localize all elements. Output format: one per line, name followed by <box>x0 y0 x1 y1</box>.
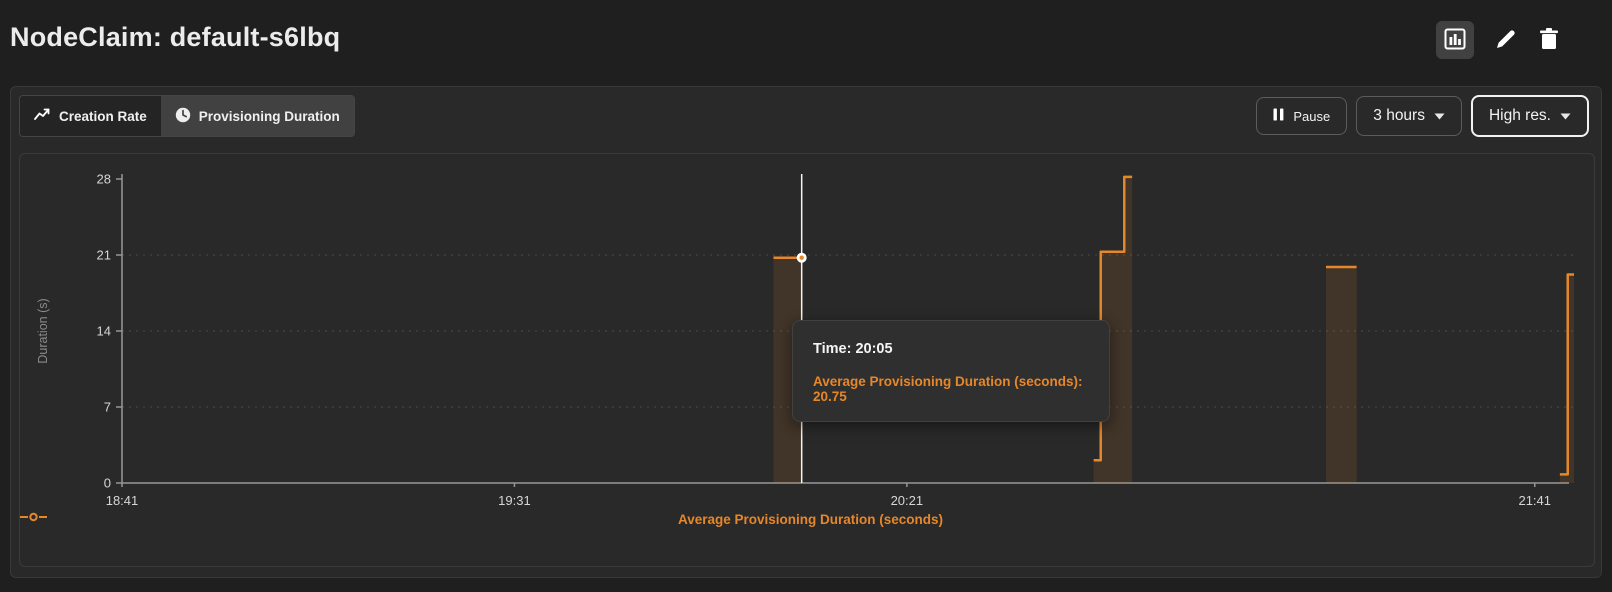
time-range-label: 3 hours <box>1373 107 1425 124</box>
chart-toolbar: Creation Rate Provisioning Duration <box>19 95 1589 137</box>
legend-label: Average Provisioning Duration (seconds) <box>677 512 944 527</box>
series-area <box>773 257 802 483</box>
tooltip-time: Time: 20:05 <box>813 341 893 357</box>
chart-view-button[interactable] <box>1436 21 1474 59</box>
x-tick-label: 19:31 <box>498 493 531 508</box>
x-tick-label: 21:41 <box>1518 493 1551 508</box>
delete-button[interactable] <box>1538 27 1560 54</box>
bar-chart-icon <box>1444 28 1466 53</box>
chart-tooltip: Time: 20:05 Average Provisioning Duratio… <box>792 320 1110 422</box>
page-header: NodeClaim: default-s6lbq <box>0 0 1612 86</box>
x-tick-label: 20:21 <box>891 493 924 508</box>
chart-legend[interactable]: Average Provisioning Duration (seconds) <box>20 512 1594 527</box>
y-tick-label: 0 <box>104 476 111 491</box>
pause-label: Pause <box>1293 108 1331 124</box>
tab-label: Creation Rate <box>59 108 147 124</box>
y-axis-title: Duration (s) <box>36 298 50 363</box>
tab-creation-rate[interactable]: Creation Rate <box>20 96 161 136</box>
tab-label: Provisioning Duration <box>198 108 340 124</box>
series-line <box>1093 175 1133 462</box>
resolution-label: High res. <box>1488 107 1551 124</box>
nodeclaim-panel: Creation Rate Provisioning Duration <box>10 86 1602 578</box>
y-tick-label: 21 <box>97 248 111 263</box>
trash-icon <box>1538 27 1560 54</box>
chevron-down-icon <box>1560 107 1571 125</box>
tooltip-value: Average Provisioning Duration (seconds):… <box>813 374 1083 404</box>
series-area <box>1559 274 1574 483</box>
metric-tab-group: Creation Rate Provisioning Duration <box>19 95 355 137</box>
page-title: NodeClaim: default-s6lbq <box>10 22 341 52</box>
header-actions <box>1436 21 1560 59</box>
pause-icon <box>1273 108 1284 124</box>
y-tick-label: 7 <box>104 400 111 415</box>
hover-marker-center <box>799 255 804 260</box>
y-tick-label: 14 <box>97 324 111 339</box>
toolbar-right: Pause 3 hours High res. <box>1256 95 1589 137</box>
chevron-down-icon <box>1434 107 1445 125</box>
series-area <box>1325 266 1357 483</box>
trend-icon <box>34 108 51 124</box>
clock-icon <box>175 107 191 126</box>
duration-chart[interactable]: 0 7 14 21 28 Duration (s) 18:41 19:31 20:21 21:41… <box>19 153 1595 567</box>
pencil-icon <box>1494 27 1518 54</box>
edit-button[interactable] <box>1494 27 1518 54</box>
time-range-select[interactable]: 3 hours <box>1356 96 1462 136</box>
tab-provisioning-duration[interactable]: Provisioning Duration <box>160 96 354 136</box>
y-tick-label: 28 <box>97 172 111 187</box>
x-tick-label: 18:41 <box>106 493 139 508</box>
resolution-select[interactable]: High res. <box>1470 95 1589 137</box>
pause-button[interactable]: Pause <box>1256 97 1348 135</box>
series-line <box>1559 273 1574 476</box>
